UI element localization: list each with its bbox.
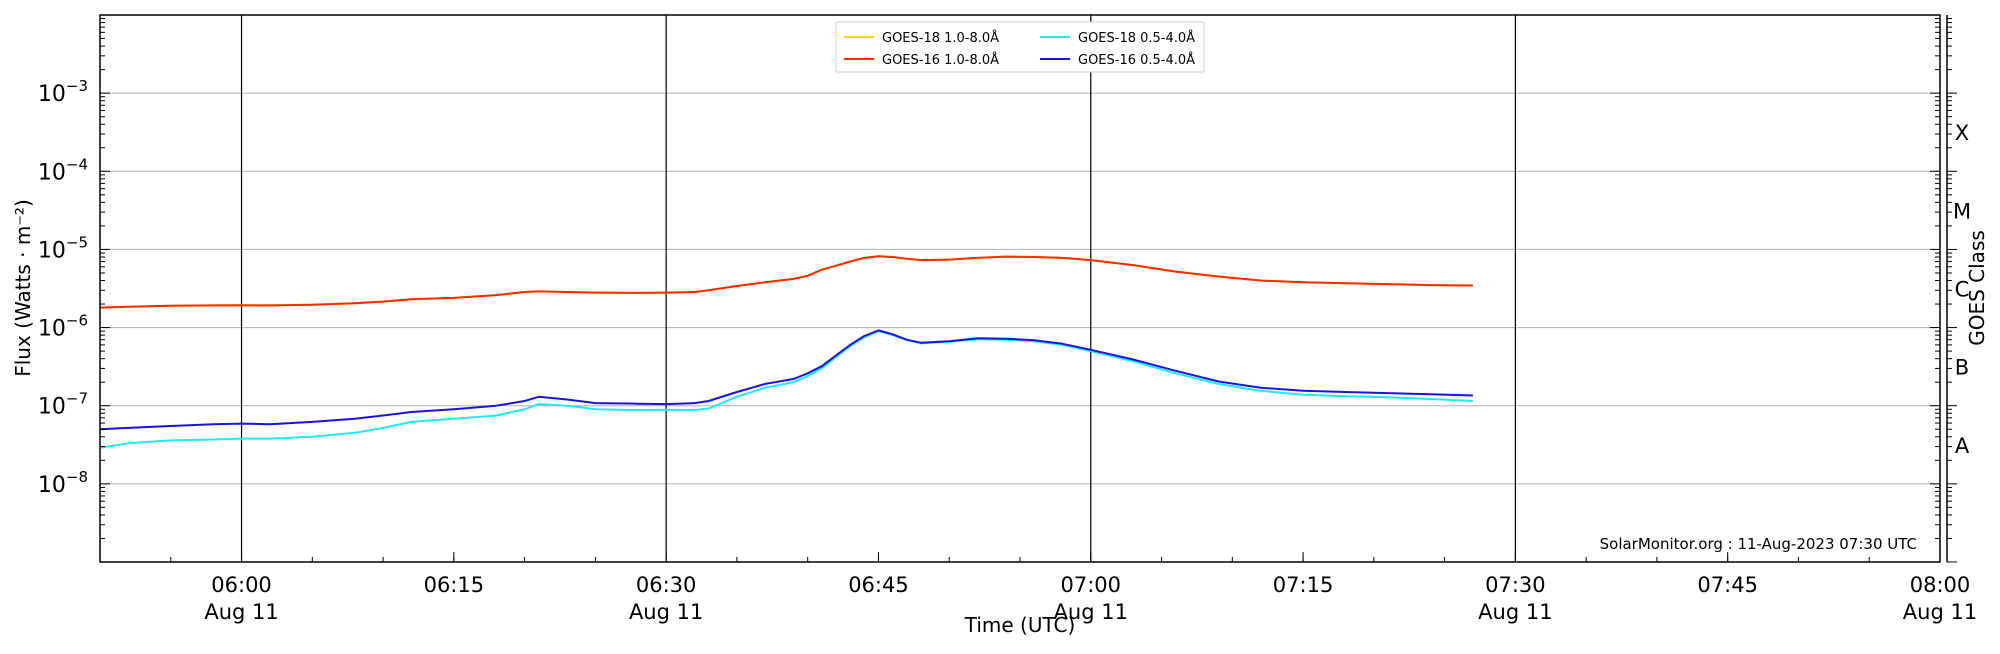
source-annotation: SolarMonitor.org : 11-Aug-2023 07:30 UTC	[1600, 535, 1917, 553]
series-layer	[99, 255, 1473, 449]
legend-box	[835, 21, 1205, 73]
legend-label: GOES-16 0.5-4.0Å	[1078, 52, 1195, 68]
x-tick-label: 06:15	[424, 573, 485, 597]
goes-class-label: A	[1955, 434, 1970, 458]
y-tick-label: 10−7	[38, 390, 88, 420]
legend-items: GOES-18 1.0-8.0Å GOES-18 0.5-4.0Å GOES-16 …	[844, 30, 1195, 68]
y-tick-label: 10−5	[38, 233, 88, 263]
grid-layer	[100, 92, 1940, 485]
series-line-1	[99, 255, 1473, 309]
x-tick-label: 07:30	[1485, 573, 1546, 597]
goes-class-label: B	[1955, 356, 1969, 380]
legend: GOES-18 1.0-8.0Å GOES-18 0.5-4.0Å GOES-16 …	[835, 21, 1205, 73]
series-line-3	[99, 330, 1473, 449]
y-tick-label: 10−4	[38, 155, 88, 185]
series-line-4	[99, 329, 1473, 431]
goes-class-label: M	[1953, 199, 1971, 223]
goes-class-label: X	[1955, 121, 1969, 145]
x-tick-sublabel: Aug 11	[1478, 600, 1552, 624]
plot-frame	[99, 14, 1941, 563]
x-tick-label: 06:00	[211, 573, 272, 597]
goes-class-label: C	[1955, 278, 1970, 302]
x-tick-sublabel: Aug 11	[1903, 600, 1977, 624]
x-tick-label: 06:45	[848, 573, 909, 597]
y-axis-label: Flux (Watts · m⁻²)	[11, 199, 35, 377]
axis-ticks	[99, 15, 1957, 563]
x-tick-sublabel: Aug 11	[1054, 600, 1128, 624]
y-tick-label: 10−6	[38, 312, 88, 342]
day-lines	[240, 15, 1516, 562]
x-axis-label: Time (UTC)	[964, 613, 1076, 637]
x-tick-label: 07:00	[1061, 573, 1122, 597]
x-tick-sublabel: Aug 11	[629, 600, 703, 624]
legend-label: GOES-18 1.0-8.0Å	[882, 30, 999, 46]
legend-label: GOES-18 0.5-4.0Å	[1078, 30, 1195, 46]
x-tick-label: 07:45	[1697, 573, 1758, 597]
x-tick-label: 08:00	[1910, 573, 1971, 597]
x-tick-sublabel: Aug 11	[204, 600, 278, 624]
series-line-2	[99, 255, 1473, 309]
axis-tick-labels: 10−8 10−7 10−6 10−5 10−4 10−3 A B C M X 06:00 Aug 11…	[38, 77, 1977, 624]
y-tick-label: 10−8	[38, 468, 88, 498]
y-tick-label: 10−3	[38, 77, 88, 107]
legend-label: GOES-16 1.0-8.0Å	[882, 52, 999, 68]
x-tick-label: 07:15	[1273, 573, 1334, 597]
x-tick-label: 06:30	[636, 573, 697, 597]
right-axis-label: GOES Class	[1965, 230, 1989, 346]
